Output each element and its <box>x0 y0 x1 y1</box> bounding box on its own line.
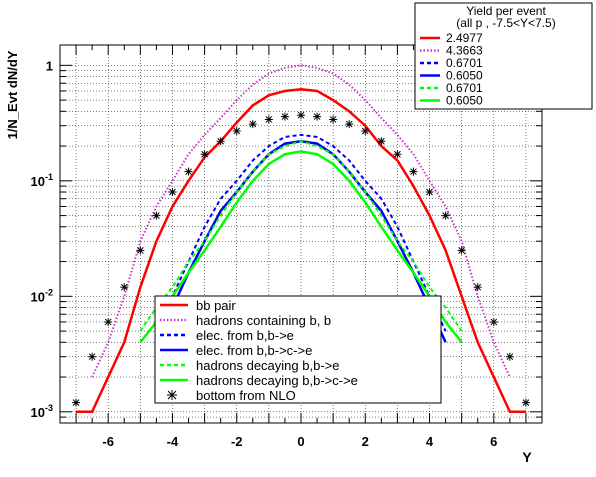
series-line <box>76 88 526 414</box>
series-point <box>393 150 402 159</box>
series-point <box>200 150 209 159</box>
series-point <box>505 352 514 361</box>
x-axis-label: Y <box>522 449 532 465</box>
series-point <box>313 112 322 121</box>
series-group <box>72 64 530 414</box>
series-point <box>345 120 354 129</box>
series-point <box>232 127 241 136</box>
legend-label: bottom from NLO <box>196 388 296 403</box>
y-axis-label: 1/N_Evt dN/dY <box>5 50 20 139</box>
series-point <box>473 283 482 292</box>
series-point <box>489 317 498 326</box>
yield-entry-value: 4.3663 <box>446 44 483 58</box>
series-point <box>297 111 305 120</box>
series-point <box>425 188 434 197</box>
series-point <box>152 211 161 220</box>
yield-entry-value: 2.4977 <box>446 31 483 45</box>
series-point <box>377 137 386 146</box>
legend-label: elec. from b,b->c->e <box>196 343 312 358</box>
legend-frame <box>154 295 442 404</box>
legend-label: hadrons decaying b,b->c->e <box>196 373 358 388</box>
legend-label: hadrons decaying b,b->e <box>196 358 339 373</box>
yield-box-title: Yield per event <box>466 4 546 18</box>
series-point <box>248 120 257 129</box>
y-tick-label: 1 <box>46 58 53 73</box>
series-point <box>168 188 177 197</box>
yield-box: Yield per event (all p , -7.5<Y<7.5) 2.4… <box>414 2 593 110</box>
series-point <box>409 167 418 176</box>
series-point <box>264 115 273 124</box>
series-point <box>216 137 225 146</box>
series-point <box>104 317 113 326</box>
x-tick-label: -2 <box>231 434 243 449</box>
x-tick-label: 2 <box>362 434 369 449</box>
series-point <box>72 398 81 407</box>
series-line <box>155 133 447 332</box>
series-point <box>457 246 466 255</box>
yield-box-subtitle: (all p , -7.5<Y<7.5) <box>456 16 555 30</box>
series-point <box>441 211 450 220</box>
yield-entry-value: 0.6701 <box>446 81 483 95</box>
yield-entry-value: 0.6050 <box>446 94 483 108</box>
y-tick-label: 10-1 <box>31 172 53 189</box>
series-point <box>521 398 530 407</box>
legend-label: elec. from b,b->e <box>196 328 294 343</box>
series-point <box>329 115 338 124</box>
legend-label: bb pair <box>196 298 236 313</box>
legend-marker-icon <box>167 390 177 400</box>
series-line <box>91 64 511 378</box>
x-tick-label: 0 <box>297 434 304 449</box>
series-point <box>280 112 289 121</box>
yield-entry-value: 0.6050 <box>446 69 483 83</box>
x-tick-label: 6 <box>490 434 497 449</box>
series-point <box>136 246 145 255</box>
legend-label: hadrons containing b, b <box>196 313 331 328</box>
series-point <box>361 127 370 136</box>
x-tick-label: 4 <box>426 434 434 449</box>
series-point <box>88 352 97 361</box>
y-tick-label: 10-3 <box>31 403 53 420</box>
yield-box-frame <box>414 2 593 110</box>
series-line <box>139 140 463 332</box>
series-point <box>184 167 193 176</box>
series-point <box>120 283 129 292</box>
series-line <box>139 150 463 344</box>
y-tick-label: 10-2 <box>31 287 53 304</box>
x-tick-label: -4 <box>167 434 179 449</box>
x-tick-label: -6 <box>102 434 114 449</box>
yield-entry-value: 0.6701 <box>446 56 483 70</box>
